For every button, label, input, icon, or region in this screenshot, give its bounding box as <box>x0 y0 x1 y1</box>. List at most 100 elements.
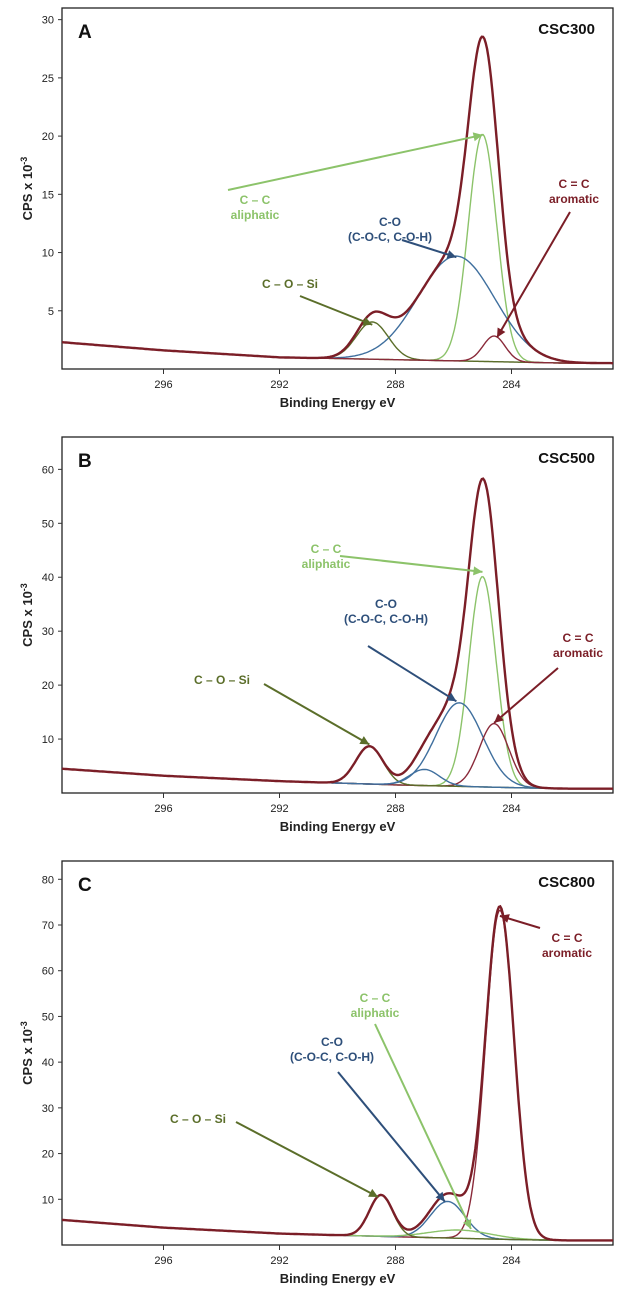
annotation-label: aliphatic <box>231 208 280 222</box>
y-tick-label: 40 <box>42 1057 54 1069</box>
background-line <box>62 1219 613 1241</box>
annotation-arrow <box>493 667 559 724</box>
panel-a: A CSC300 296 292 288 284 5 10 15 20 25 30 Binding En… <box>19 7 614 410</box>
y-tick-label: 60 <box>42 464 54 476</box>
y-tick-label: 5 <box>48 306 54 318</box>
arrowhead <box>463 1218 472 1229</box>
annotation-c-o-si: C – O – Si <box>262 277 373 326</box>
annotation-c-o-si: C – O – Si <box>170 1112 379 1198</box>
annotation-label: (C-O-C, C-O-H) <box>290 1050 374 1064</box>
annotation-label: aliphatic <box>351 1006 400 1020</box>
y-tick-label: 20 <box>42 1149 54 1161</box>
annotation-c-o: C-O(C-O-C, C-O-H) <box>290 1035 446 1203</box>
annotation-label: aromatic <box>553 646 603 660</box>
x-tick-label: 292 <box>270 1255 288 1267</box>
x-tick-label: 284 <box>502 1255 520 1267</box>
annotation-c-o: C-O(C-O-C, C-O-H) <box>348 215 457 259</box>
panel-b: B CSC500 296 292 288 284 10 20 30 40 50 60 Binding E… <box>19 436 614 834</box>
component-peak-c-eq-c-aromatic <box>62 909 613 1242</box>
annotation-arrow <box>227 133 483 191</box>
x-tick-label: 288 <box>386 1255 404 1267</box>
annotation-label: C = C <box>562 631 593 645</box>
component-peak-c-c-aliphatic <box>62 1219 613 1242</box>
panel-letter: C <box>78 875 92 896</box>
y-axis-title: CPS x 10-3 <box>19 583 35 647</box>
y-tick-label: 80 <box>42 874 54 886</box>
sample-name: CSC800 <box>538 874 595 891</box>
annotation-arrow <box>339 555 483 573</box>
panel-letter: A <box>78 22 92 43</box>
x-tick-label: 288 <box>386 379 404 391</box>
arrowhead <box>497 327 506 338</box>
plot-frame <box>61 7 614 370</box>
sample-name: CSC300 <box>538 21 595 38</box>
x-tick-label: 292 <box>270 379 288 391</box>
annotation-arrow <box>367 645 457 703</box>
annotation-label: C – C <box>360 991 391 1005</box>
x-tick-label: 296 <box>154 1255 172 1267</box>
annotation-label: C-O <box>321 1035 343 1049</box>
component-peak-c-o-si-minor <box>62 768 613 790</box>
annotation-arrow <box>496 211 571 339</box>
sample-name: CSC500 <box>538 450 595 467</box>
arrowhead <box>362 317 373 326</box>
x-tick-label: 288 <box>386 803 404 815</box>
x-tick-label: 284 <box>502 803 520 815</box>
x-tick-label: 296 <box>154 379 172 391</box>
x-tick-label: 284 <box>502 379 520 391</box>
plot-area <box>62 904 613 1242</box>
component-peak-c-c-aliphatic <box>62 133 613 364</box>
arrowhead <box>499 914 510 923</box>
panel-letter: B <box>78 451 92 472</box>
y-tick-label: 30 <box>42 1103 54 1115</box>
y-tick-label: 10 <box>42 248 54 260</box>
arrowhead <box>446 692 457 702</box>
panel-c: C CSC800 296 292 288 284 10 20 30 40 50 60 70 80 Bindi… <box>19 860 614 1286</box>
annotation-label: C = C <box>558 177 589 191</box>
annotation-arrow <box>401 239 457 259</box>
annotation-arrow <box>235 1121 379 1198</box>
y-tick-label: 25 <box>42 73 54 85</box>
arrowhead <box>368 1188 379 1197</box>
y-tick-label: 10 <box>42 1194 54 1206</box>
annotation-arrow <box>337 1071 446 1203</box>
annotation-label: aromatic <box>549 192 599 206</box>
y-tick-label: 15 <box>42 189 54 201</box>
annotation-arrow <box>374 1023 472 1230</box>
arrowhead <box>473 566 483 576</box>
annotation-label: aromatic <box>542 946 592 960</box>
background-line <box>62 768 613 790</box>
envelope-curve <box>62 904 613 1242</box>
x-tick-label: 296 <box>154 803 172 815</box>
envelope-curve <box>62 477 613 790</box>
y-tick-label: 20 <box>42 680 54 692</box>
y-tick-label: 30 <box>42 15 54 27</box>
plot-area <box>62 35 613 365</box>
annotation-label: C – O – Si <box>194 673 250 687</box>
y-tick-label: 20 <box>42 131 54 143</box>
plot-area <box>62 477 613 790</box>
arrowhead <box>472 132 483 142</box>
y-tick-label: 50 <box>42 518 54 530</box>
y-tick-label: 70 <box>42 920 54 932</box>
annotation-label: aliphatic <box>302 557 351 571</box>
annotation-label: C = C <box>551 931 582 945</box>
x-axis-title: Binding Energy eV <box>280 395 396 410</box>
annotation-label: (C-O-C, C-O-H) <box>348 230 432 244</box>
annotation-label: C-O <box>375 597 397 611</box>
plot-frame <box>61 860 614 1246</box>
annotation-label: (C-O-C, C-O-H) <box>344 612 428 626</box>
component-peak-c-o <box>62 702 613 790</box>
annotation-label: C – O – Si <box>262 277 318 291</box>
arrowhead <box>494 713 504 723</box>
y-axis-title: CPS x 10-3 <box>19 157 35 221</box>
annotation-label: C – C <box>240 193 271 207</box>
arrowhead <box>359 736 370 745</box>
y-tick-label: 50 <box>42 1011 54 1023</box>
